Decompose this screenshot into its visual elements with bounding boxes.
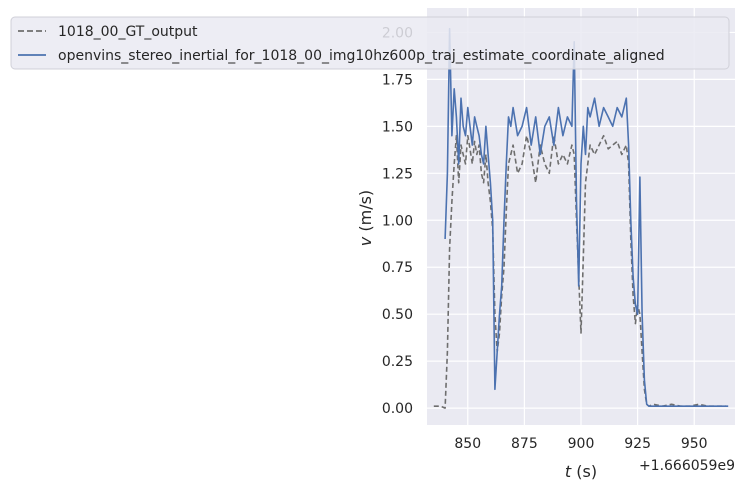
y-tick-label: 0.50 [382,307,413,323]
x-tick-label: 875 [511,436,538,452]
y-tick-label: 0.00 [382,401,413,417]
x-tick-label: 925 [624,436,651,452]
x-tick-label: 900 [568,436,595,452]
legend-label-gt: 1018_00_GT_output [58,24,198,40]
y-tick-label: 1.50 [382,119,413,135]
y-tick-label: 1.25 [382,166,413,182]
x-axis-label: t (s) [565,462,597,481]
y-axis-label: v (m/s) [356,190,375,246]
legend-box [10,16,730,70]
y-tick-label: 1.00 [382,213,413,229]
series-line-0 [433,134,726,409]
legend-label-openvins: openvins_stereo_inertial_for_1018_00_img… [58,48,665,64]
legend: 1018_00_GT_output openvins_stereo_inerti… [10,16,730,70]
y-tick-label: 0.75 [382,260,413,276]
x-offset-text: +1.666059e9 [639,458,735,474]
y-tick-label: 1.75 [382,72,413,88]
y-tick-label: 0.25 [382,354,413,370]
x-tick-labels: 850 875 900 925 950 [454,436,707,452]
x-tick-label: 850 [454,436,481,452]
y-tick-labels: 0.000.250.500.751.001.251.501.752.00 [382,25,413,417]
series-layer [433,27,729,409]
series-line-1 [444,27,729,408]
x-tick-label: 950 [681,436,708,452]
